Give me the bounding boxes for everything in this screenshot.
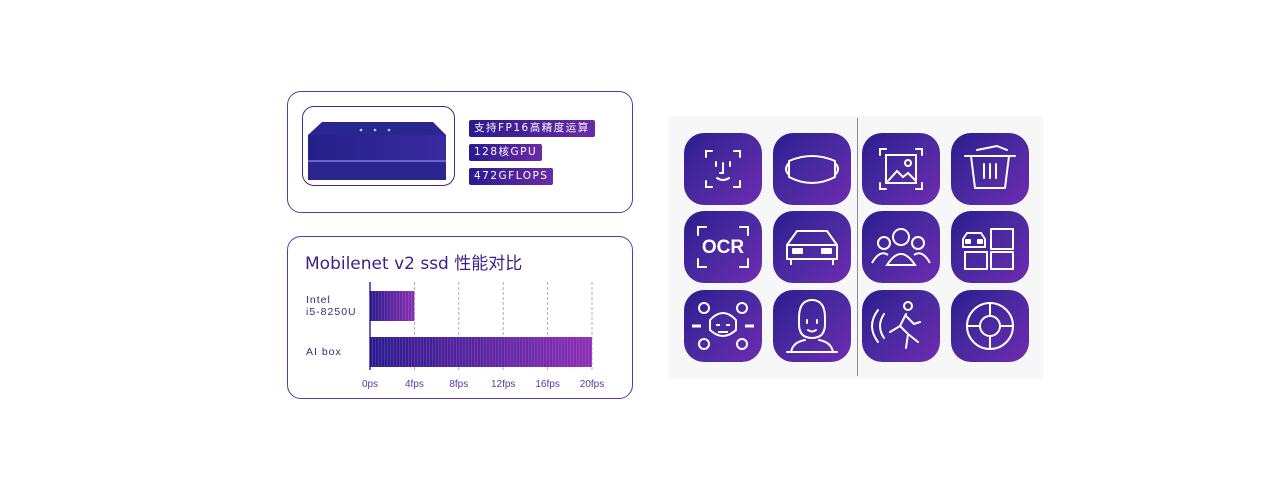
ocr-icon: OCR: [684, 211, 762, 283]
bar-texture: [370, 337, 592, 367]
x-tick-label: 20fps: [580, 379, 604, 390]
spec-tag-fp16: 支持FP16高精度运算: [469, 120, 595, 137]
divider-line: [857, 118, 858, 376]
x-tick-label: 4fps: [405, 379, 424, 390]
running-person-icon: [862, 290, 940, 362]
ocr-icon-label: OCR: [702, 237, 745, 258]
vehicle-grid-icon: [951, 211, 1029, 283]
face-recognition-icon: [684, 133, 762, 205]
crowd-icon: [862, 211, 940, 283]
spec-tag-gpu: 128核GPU: [469, 144, 543, 161]
x-tick-label: 12fps: [491, 379, 515, 390]
person-portrait-icon: [773, 290, 851, 362]
trash-bin-icon: [951, 133, 1029, 205]
bar-texture: [370, 291, 415, 321]
face-mask-icon: [773, 133, 851, 205]
device-specs-panel: 支持FP16高精度运算 128核GPU 472GFLOPS: [287, 91, 633, 213]
face-keypoints-icon: [684, 290, 762, 362]
spec-tag-gflops: 472GFLOPS: [469, 168, 554, 185]
vehicle-icon: [773, 211, 851, 283]
x-tick-label: 16fps: [535, 379, 559, 390]
x-tick-label: 8fps: [449, 379, 468, 390]
x-tick-label: 0ps: [362, 379, 378, 390]
chart-title: Mobilenet v2 ssd 性能对比: [305, 254, 523, 274]
category-label: Intel: [306, 294, 331, 306]
category-label: i5-8250U: [306, 306, 357, 318]
ai-box-device-image: [308, 122, 446, 180]
category-label: AI box: [306, 346, 342, 358]
performance-chart-panel: Mobilenet v2 ssd 性能对比 Intel i5-8250U AI bo…: [287, 236, 633, 399]
device-frame: [302, 106, 455, 186]
image-recognition-icon: [862, 133, 940, 205]
target-tracking-icon: [951, 290, 1029, 362]
